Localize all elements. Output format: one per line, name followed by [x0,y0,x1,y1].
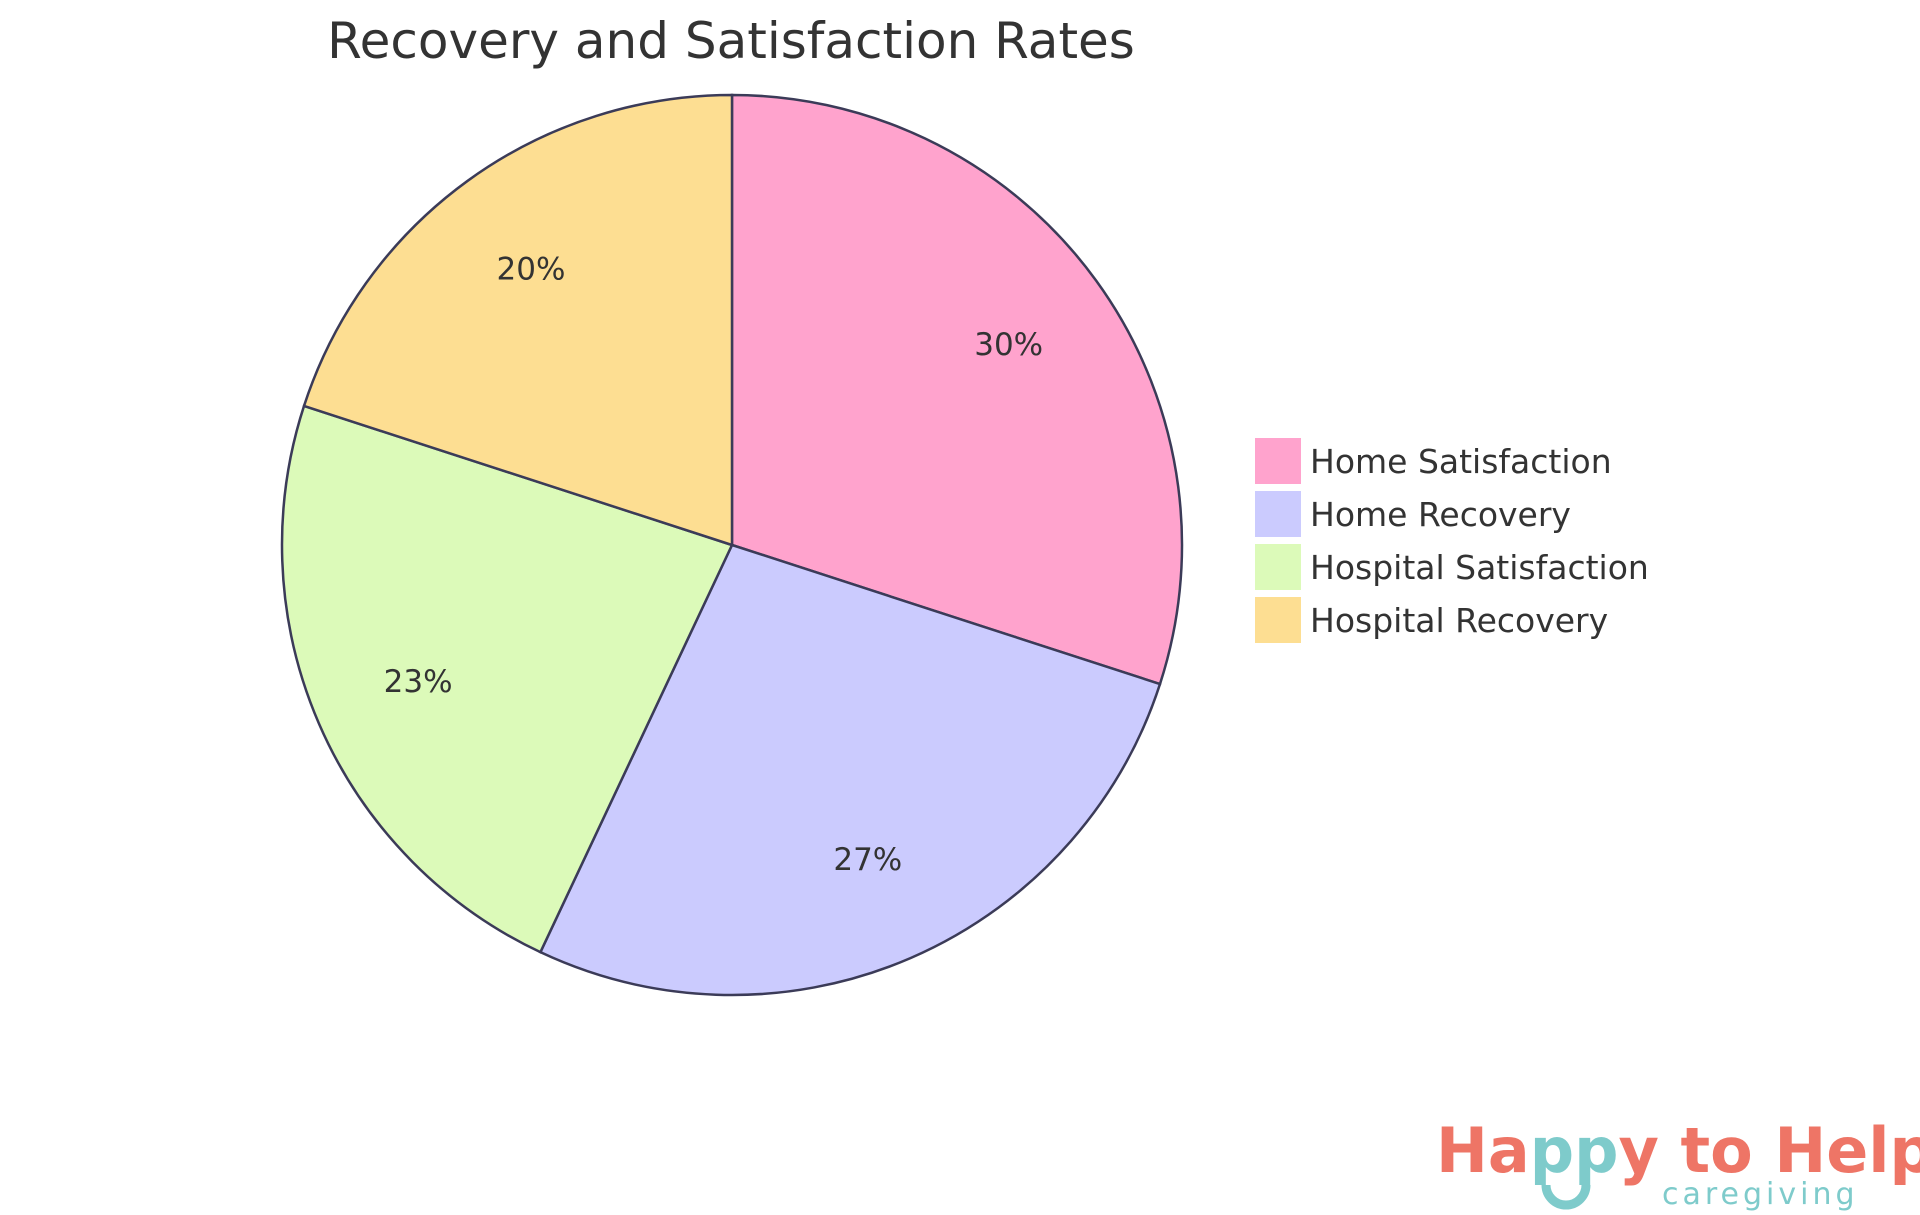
legend-label: Hospital Recovery [1310,601,1608,640]
pie-slice-1 [538,543,1162,997]
pie-slice-3 [302,93,734,547]
slice-label: 30% [974,327,1043,363]
legend-swatch [1255,597,1301,643]
legend-label: Home Satisfaction [1310,442,1612,481]
slice-label: 27% [833,842,902,878]
legend-swatch [1255,544,1301,590]
legend-swatch [1255,491,1301,537]
legend-label: Home Recovery [1310,495,1571,534]
logo-subtext: caregiving [1662,1177,1859,1212]
logo: Happy to Help caregiving [1436,1114,1920,1212]
slice-label: 23% [384,664,453,700]
smile-icon [1541,1184,1591,1210]
pie-slice-0 [730,93,1184,686]
legend-label: Hospital Satisfaction [1310,548,1649,587]
logo-text: Happy to Help [1436,1114,1920,1187]
slice-label: 20% [497,251,566,287]
legend: Home Satisfaction Home Recovery Hospital S… [1255,438,1649,643]
legend-swatch [1255,438,1301,484]
chart-title: Recovery and Satisfaction Rates [327,12,1135,70]
pie-slice-2 [280,404,734,954]
